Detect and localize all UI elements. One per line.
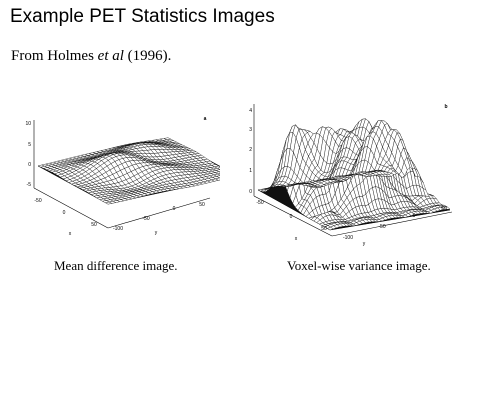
y-tick-label: -50	[378, 224, 385, 230]
citation-italic: et al	[97, 48, 124, 64]
y-tick-label: -100	[343, 235, 353, 241]
y-tick-label: 50	[441, 206, 447, 212]
x-tick-label: 0	[290, 214, 293, 220]
y-tick-label: 0	[413, 213, 416, 219]
y-tick-label: 0	[173, 206, 176, 212]
x-tick-label: 50	[91, 222, 97, 228]
x-axis-label: x	[69, 231, 72, 237]
caption-variance: Voxel-wise variance image.	[287, 258, 431, 273]
page-title: Example PET Statistics Images	[10, 6, 275, 27]
y-axis-label: y	[363, 241, 366, 247]
y-tick-label: 50	[199, 202, 205, 208]
figure-mean-difference: 10 5 0 -5 -50 0 50 -100 -50 0 50 x y a	[0, 102, 220, 248]
z-tick-label: 2	[249, 147, 252, 153]
x-tick-label: 50	[321, 226, 327, 232]
surface-plot-b: 4 3 2 1 0 -50 0 50 -100 -50 0 50 x y b	[249, 104, 453, 247]
panel-label: b	[444, 104, 447, 110]
x-tick-label: -50	[256, 200, 263, 206]
caption-mean-difference: Mean difference image.	[54, 258, 178, 273]
figure-variance: 4 3 2 1 0 -50 0 50 -100 -50 0 50 x y b	[236, 100, 462, 256]
z-tick-label: 5	[28, 142, 31, 148]
z-tick-label: 4	[249, 108, 252, 114]
z-tick-label: 1	[249, 168, 252, 174]
y-axis-label: y	[155, 230, 158, 236]
z-tick-label: 10	[25, 121, 31, 127]
x-tick-label: 0	[63, 210, 66, 216]
y-tick-label: -50	[142, 216, 149, 222]
z-tick-label: -5	[27, 182, 32, 188]
citation: From Holmes et al (1996).	[11, 48, 171, 65]
z-tick-label: 0	[28, 162, 31, 168]
mesh-b	[253, 104, 453, 237]
citation-suffix: (1996).	[123, 48, 172, 64]
x-axis-label: x	[295, 236, 298, 242]
mesh-a	[33, 120, 220, 229]
z-tick-label: 0	[249, 189, 252, 195]
citation-prefix: From Holmes	[11, 48, 98, 64]
z-tick-label: 3	[249, 127, 252, 133]
y-tick-label: -100	[113, 226, 123, 232]
surface-plot-a: 10 5 0 -5 -50 0 50 -100 -50 0 50 x y a	[25, 116, 220, 237]
panel-label: a	[204, 116, 207, 122]
x-tick-label: -50	[34, 198, 41, 204]
